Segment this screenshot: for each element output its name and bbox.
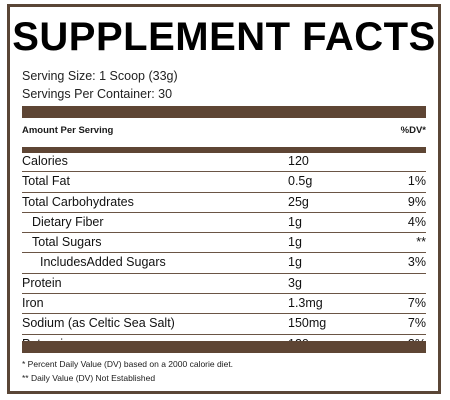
panel-title: SUPPLEMENT FACTS <box>12 15 436 59</box>
amount-per-serving-label: Amount Per Serving <box>22 125 114 136</box>
nutrient-dv: 4% <box>407 214 426 229</box>
nutrient-row-total-fat: Total Fat 0.5g 1% <box>22 172 426 193</box>
divider-bar-bottom <box>22 341 426 353</box>
nutrient-name: Total Carbohydrates <box>22 194 134 209</box>
nutrient-amount: 1g <box>288 235 302 250</box>
nutrient-amount: 120 <box>288 154 309 168</box>
nutrient-amount: 150mg <box>288 316 327 331</box>
nutrient-row-iron: Iron 1.3mg 7% <box>22 294 426 315</box>
nutrient-name: Total Fat <box>22 174 70 189</box>
nutrient-amount: 0.5g <box>288 174 313 189</box>
footnote-not-established: ** Daily Value (DV) Not Established <box>22 373 156 383</box>
nutrient-dv: ** <box>416 235 426 250</box>
nutrient-row-added-sugars: IncludesAdded Sugars 1g 3% <box>22 253 426 274</box>
nutrient-name: Protein <box>22 275 62 290</box>
servings-per-container: Servings Per Container: 30 <box>22 87 173 101</box>
supplement-facts-panel: SUPPLEMENT FACTS Serving Size: 1 Scoop (… <box>7 4 441 394</box>
nutrient-dv: 1% <box>407 174 426 189</box>
nutrient-amount: 1.3mg <box>288 296 323 311</box>
nutrient-name: Total Sugars <box>32 235 102 250</box>
nutrient-amount: 3g <box>288 275 302 290</box>
nutrient-dv: 7% <box>407 296 426 311</box>
nutrient-dv: 9% <box>407 194 426 209</box>
nutrient-name: Dietary Fiber <box>32 214 104 229</box>
divider-bar-mid <box>22 147 426 153</box>
amount-header-row: Amount Per Serving %DV* <box>22 123 426 139</box>
nutrient-name: Sodium (as Celtic Sea Salt) <box>22 316 175 331</box>
nutrient-row-dietary-fiber: Dietary Fiber 1g 4% <box>22 213 426 234</box>
nutrient-row-total-sugars: Total Sugars 1g ** <box>22 233 426 254</box>
nutrient-dv: 3% <box>407 255 426 270</box>
dv-header-label: %DV* <box>400 125 426 136</box>
nutrient-row-protein: Protein 3g <box>22 274 426 295</box>
nutrient-row-calories: Calories 120 <box>22 152 426 173</box>
nutrient-dv: 7% <box>407 316 426 331</box>
nutrient-name: IncludesAdded Sugars <box>40 255 166 270</box>
nutrient-amount: 25g <box>288 194 309 209</box>
nutrient-name: Iron <box>22 296 44 311</box>
footnote-daily-value: * Percent Daily Value (DV) based on a 20… <box>22 359 234 369</box>
nutrient-amount: 1g <box>288 255 302 270</box>
nutrient-amount: 1g <box>288 214 302 229</box>
nutrient-row-total-carbohydrates: Total Carbohydrates 25g 9% <box>22 193 426 213</box>
serving-size: Serving Size: 1 Scoop (33g) <box>22 69 178 83</box>
nutrient-table: Calories 120 Total Fat 0.5g 1% Total Car… <box>22 152 426 354</box>
nutrient-name: Calories <box>22 154 68 168</box>
divider-bar-top <box>22 106 426 118</box>
nutrient-row-sodium: Sodium (as Celtic Sea Salt) 150mg 7% <box>22 314 426 335</box>
